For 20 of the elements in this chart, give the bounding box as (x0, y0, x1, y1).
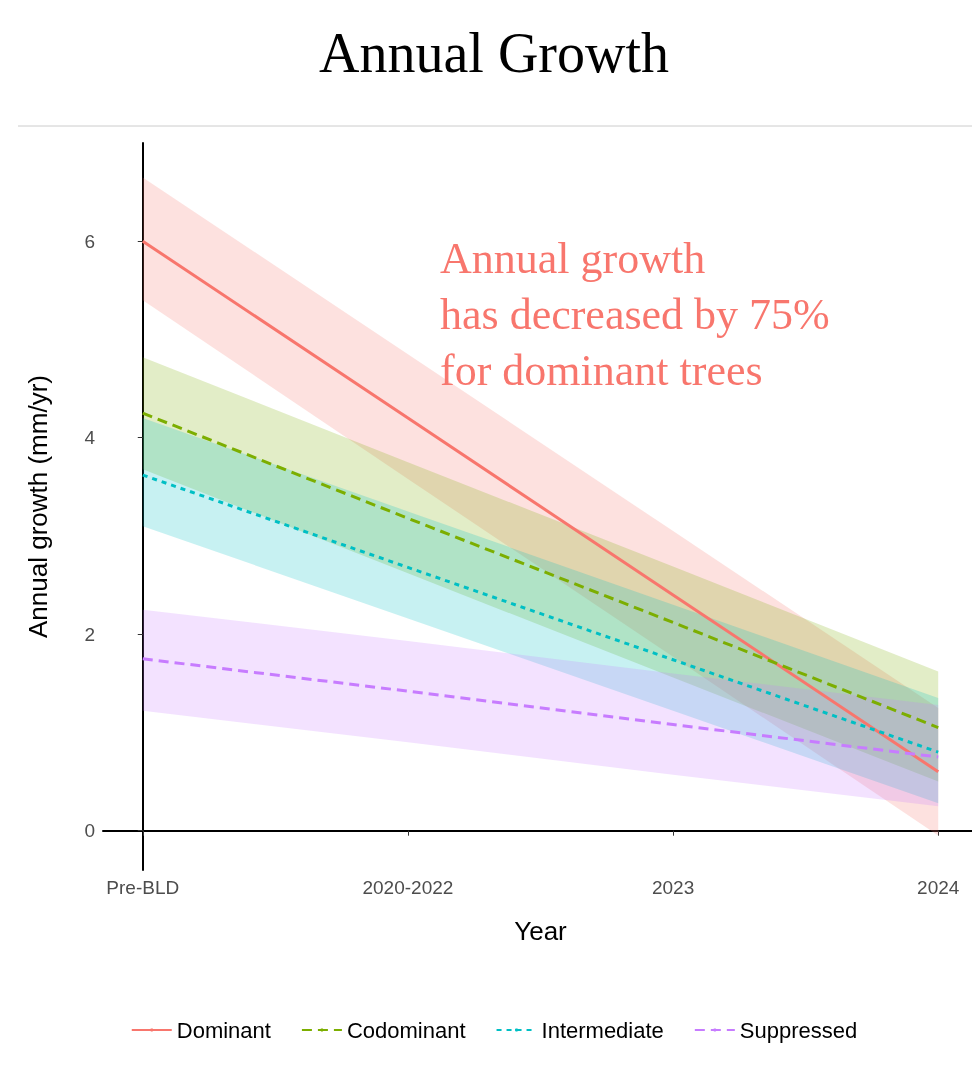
x-axis-title: Year (514, 916, 568, 946)
x-tick-label: 2020-2022 (362, 877, 454, 898)
y-axis-title: Annual growth (mm/yr) (23, 375, 53, 638)
y-tick-label: 2 (84, 623, 95, 645)
annotation: Annual growth has decreased by 75% for dominant trees (440, 233, 830, 395)
chart-title: Annual Growth (319, 22, 669, 84)
legend-label: Intermediate (541, 1017, 664, 1043)
x-tick-label: 2024 (917, 877, 960, 898)
y-tick-label: 6 (84, 230, 95, 252)
legend-label: Dominant (176, 1017, 271, 1043)
legend-label: Codominant (346, 1017, 466, 1043)
line-series (141, 239, 940, 774)
y-tick-label: 0 (84, 820, 95, 842)
legend-label: Suppressed (739, 1017, 858, 1043)
line-series (141, 657, 940, 759)
x-tick-label: 2023 (651, 877, 695, 898)
y-tick-label: 4 (84, 427, 96, 449)
x-tick-label: Pre-BLD (106, 877, 180, 898)
line-series (141, 473, 940, 754)
line-series (141, 411, 940, 730)
